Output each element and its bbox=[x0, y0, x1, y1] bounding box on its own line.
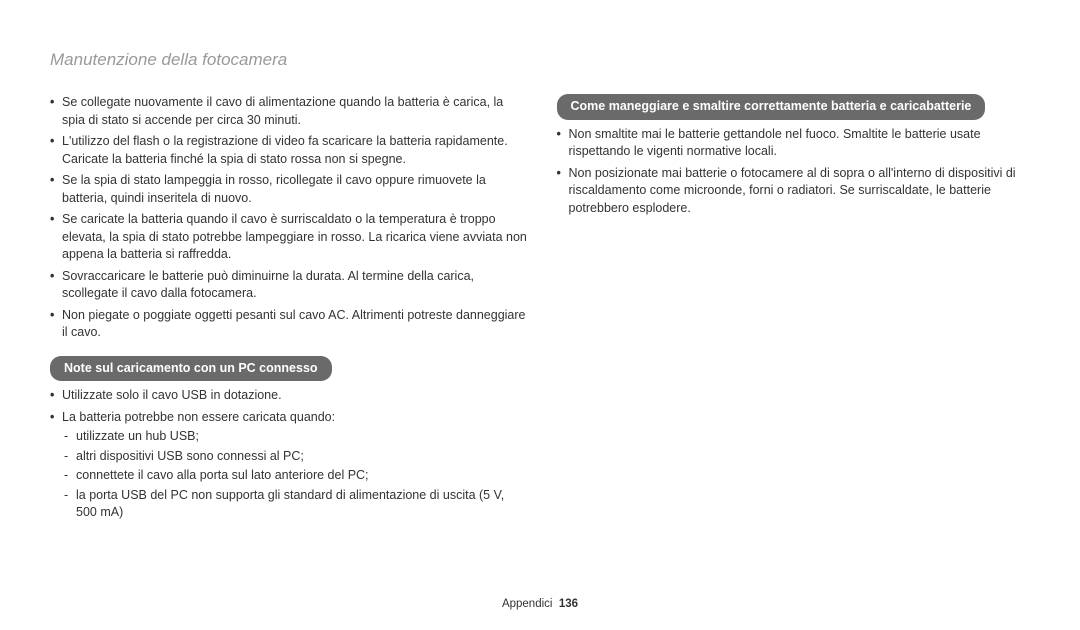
list-item: Non piegate o poggiate oggetti pesanti s… bbox=[50, 307, 529, 342]
list-item: L'utilizzo del flash o la registrazione … bbox=[50, 133, 529, 168]
list-item-text: La batteria potrebbe non essere caricata… bbox=[62, 410, 335, 424]
two-column-layout: Se collegate nuovamente il cavo di alime… bbox=[50, 94, 1035, 526]
list-item: La batteria potrebbe non essere caricata… bbox=[50, 409, 529, 522]
section-header-pc-charging: Note sul caricamento con un PC connesso bbox=[50, 356, 332, 382]
list-item: utilizzate un hub USB; bbox=[62, 428, 529, 446]
list-item: Se la spia di stato lampeggia in rosso, … bbox=[50, 172, 529, 207]
list-item: Se collegate nuovamente il cavo di alime… bbox=[50, 94, 529, 129]
list-item: Utilizzate solo il cavo USB in dotazione… bbox=[50, 387, 529, 405]
footer-label: Appendici bbox=[502, 598, 553, 610]
list-item: la porta USB del PC non supporta gli sta… bbox=[62, 487, 529, 522]
page-title: Manutenzione della fotocamera bbox=[50, 50, 1035, 70]
pc-charging-bullets: Utilizzate solo il cavo USB in dotazione… bbox=[50, 387, 529, 522]
page-footer: Appendici 136 bbox=[0, 598, 1080, 610]
dash-list: utilizzate un hub USB; altri dispositivi… bbox=[62, 428, 529, 522]
section-header-battery-disposal: Come maneggiare e smaltire correttamente… bbox=[557, 94, 986, 120]
list-item: Non smaltite mai le batterie gettandole … bbox=[557, 126, 1036, 161]
list-item: altri dispositivi USB sono connessi al P… bbox=[62, 448, 529, 466]
list-item: Se caricate la batteria quando il cavo è… bbox=[50, 211, 529, 264]
primary-bullets: Se collegate nuovamente il cavo di alime… bbox=[50, 94, 529, 342]
footer-page-number: 136 bbox=[559, 598, 578, 610]
left-column: Se collegate nuovamente il cavo di alime… bbox=[50, 94, 529, 526]
list-item: Non posizionate mai batterie o fotocamer… bbox=[557, 165, 1036, 218]
right-column: Come maneggiare e smaltire correttamente… bbox=[557, 94, 1036, 526]
disposal-bullets: Non smaltite mai le batterie gettandole … bbox=[557, 126, 1036, 218]
list-item: connettete il cavo alla porta sul lato a… bbox=[62, 467, 529, 485]
list-item: Sovraccaricare le batterie può diminuirn… bbox=[50, 268, 529, 303]
